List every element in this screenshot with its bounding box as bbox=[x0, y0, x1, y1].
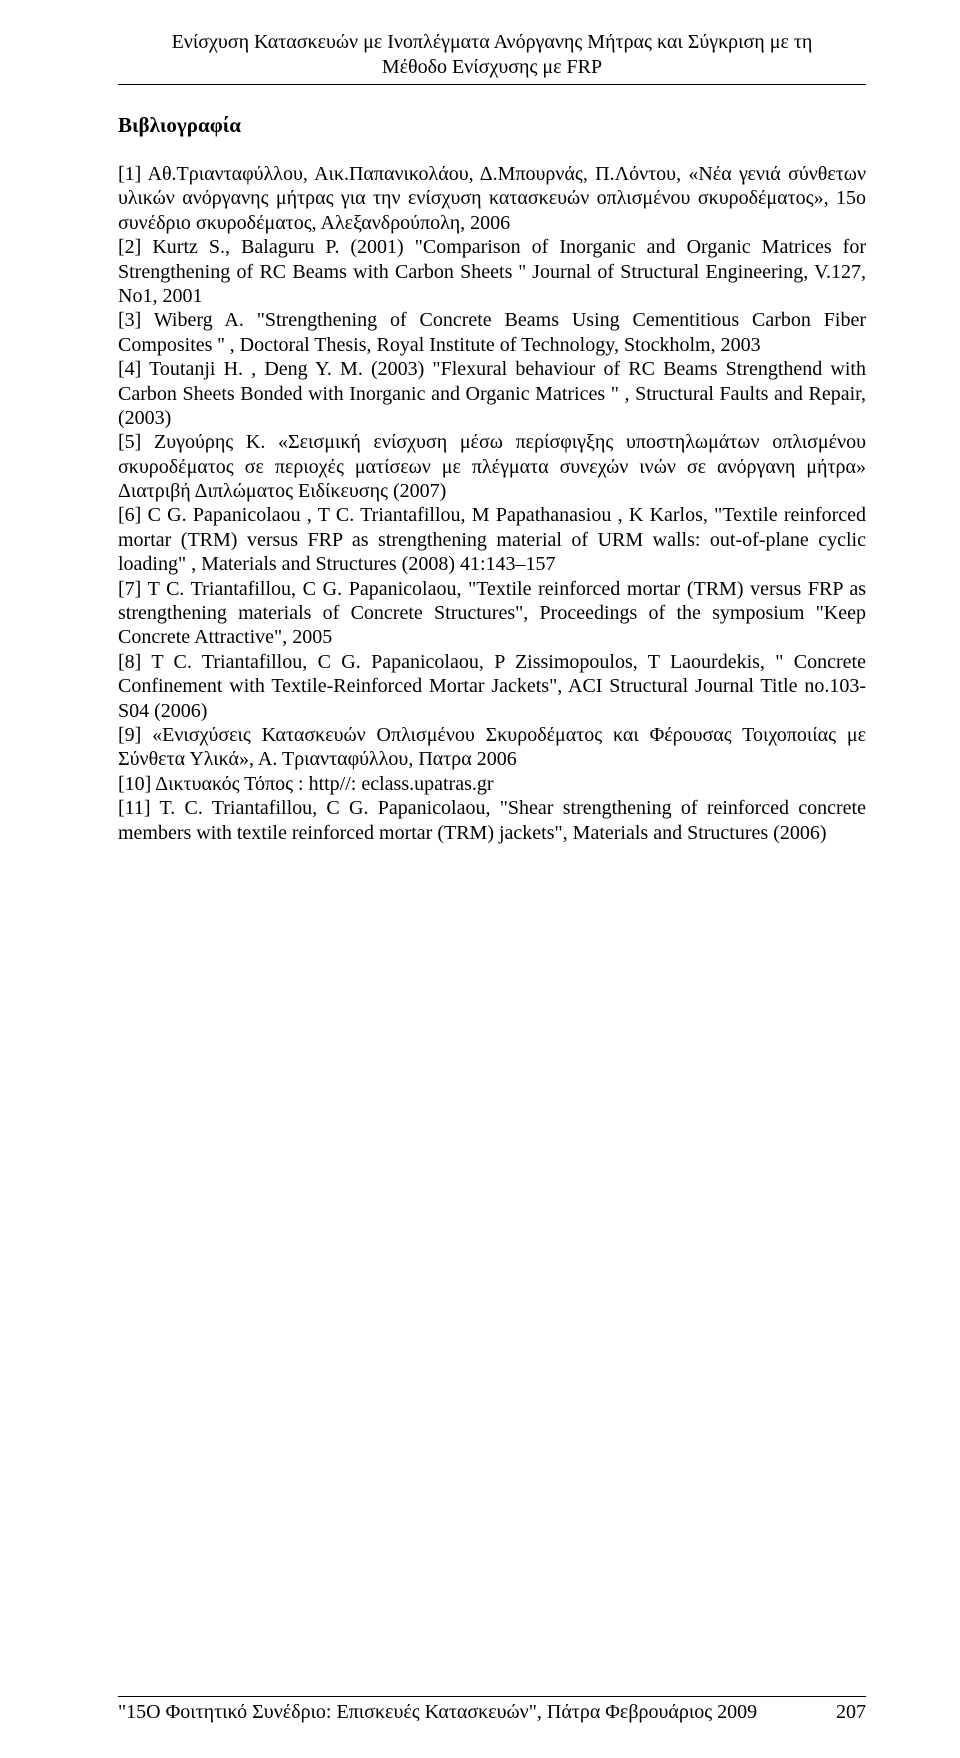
reference-item: [10] Δικτυακός Τόπος : http//: eclass.up… bbox=[118, 772, 866, 796]
running-head-line1: Ενίσχυση Κατασκευών με Ινοπλέγματα Ανόργ… bbox=[118, 30, 866, 55]
section-title-bibliography: Βιβλιογραφία bbox=[118, 113, 866, 138]
reference-item: [5] Ζυγούρης Κ. «Σεισμική ενίσχυση μέσω … bbox=[118, 430, 866, 503]
reference-item: [8] T C. Triantafillou, C G. Papanicolao… bbox=[118, 650, 866, 723]
reference-item: [3] Wiberg A. "Strengthening of Concrete… bbox=[118, 308, 866, 357]
document-page: Ενίσχυση Κατασκευών με Ινοπλέγματα Ανόργ… bbox=[0, 0, 960, 1758]
footer-left-text: "15Ο Φοιτητικό Συνέδριο: Επισκευές Κατασ… bbox=[118, 1701, 757, 1724]
reference-item: [2] Kurtz S., Balaguru P. (2001) "Compar… bbox=[118, 235, 866, 308]
references-block: [1] Αθ.Τριανταφύλλου, Αικ.Παπανικολάου, … bbox=[118, 162, 866, 845]
page-number: 207 bbox=[836, 1701, 866, 1724]
reference-item: [11] T. C. Triantafillou, C G. Papanicol… bbox=[118, 796, 866, 845]
reference-item: [1] Αθ.Τριανταφύλλου, Αικ.Παπανικολάου, … bbox=[118, 162, 866, 235]
reference-item: [6] C G. Papanicolaou , T C. Triantafill… bbox=[118, 503, 866, 576]
running-head-line2: Μέθοδο Ενίσχυσης με FRP bbox=[118, 55, 866, 80]
reference-item: [9] «Ενισχύσεις Κατασκευών Οπλισμένου Σκ… bbox=[118, 723, 866, 772]
reference-item: [4] Toutanji H. , Deng Y. M. (2003) "Fle… bbox=[118, 357, 866, 430]
page-footer: "15Ο Φοιτητικό Συνέδριο: Επισκευές Κατασ… bbox=[118, 1696, 866, 1724]
running-head: Ενίσχυση Κατασκευών με Ινοπλέγματα Ανόργ… bbox=[118, 30, 866, 85]
reference-item: [7] T C. Triantafillou, C G. Papanicolao… bbox=[118, 577, 866, 650]
